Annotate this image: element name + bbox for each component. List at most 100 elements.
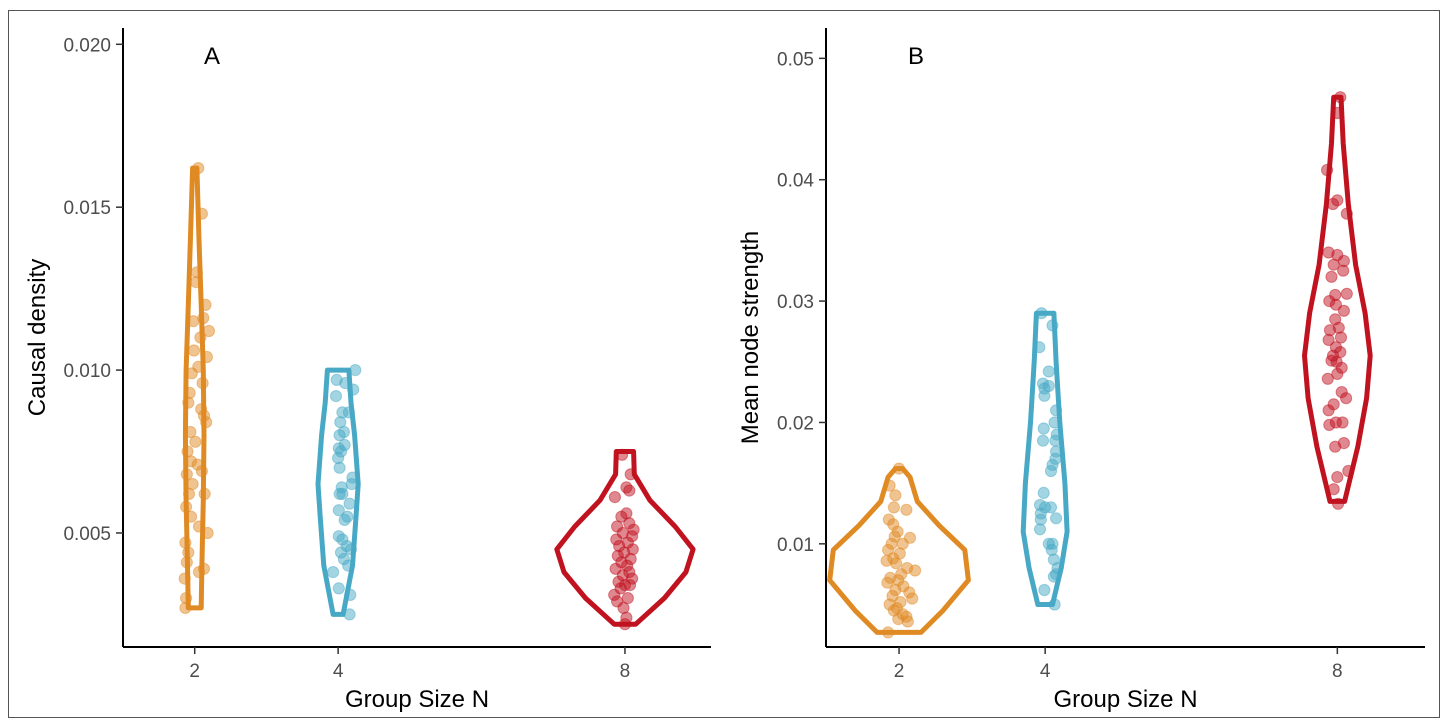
data-point	[196, 377, 209, 390]
data-point	[1038, 583, 1051, 597]
x-tick-label: 8	[1332, 661, 1343, 682]
violin-n8	[1302, 94, 1373, 504]
data-point	[332, 582, 345, 595]
data-point	[189, 435, 202, 448]
data-point	[900, 503, 913, 516]
data-point	[1048, 416, 1061, 429]
data-point	[889, 489, 902, 502]
data-point	[185, 510, 198, 523]
data-point	[1337, 264, 1350, 277]
data-point	[1035, 307, 1048, 320]
data-point	[1048, 598, 1061, 611]
data-point	[199, 298, 212, 311]
x-tick-label: 2	[894, 661, 905, 682]
y-tick-label: 0.015	[63, 198, 111, 219]
data-point	[1047, 570, 1061, 583]
data-point	[882, 626, 895, 639]
data-point	[336, 487, 349, 500]
data-point	[180, 468, 193, 481]
data-point	[1340, 207, 1353, 220]
data-point	[1033, 523, 1047, 536]
data-point	[883, 479, 896, 492]
data-point	[201, 526, 214, 540]
data-point	[1323, 418, 1336, 431]
data-point	[1038, 389, 1051, 402]
data-point	[338, 513, 351, 527]
violin-n8	[554, 449, 696, 627]
data-point	[621, 592, 634, 605]
data-point	[1327, 483, 1340, 496]
data-point	[198, 487, 211, 500]
data-point	[202, 324, 216, 338]
data-point	[342, 406, 355, 419]
y-tick-label: 0.01	[777, 535, 814, 556]
figure-frame	[8, 10, 1440, 718]
data-point	[1050, 404, 1063, 417]
data-point	[333, 429, 346, 442]
data-point	[1044, 501, 1058, 514]
y-axis-title: Causal density	[24, 259, 51, 416]
data-point	[887, 501, 901, 514]
data-point	[1037, 486, 1050, 499]
data-point	[192, 566, 206, 579]
x-tick-label: 2	[189, 661, 200, 682]
x-tick-label: 8	[620, 661, 631, 682]
data-point	[1321, 163, 1334, 177]
data-point	[1049, 434, 1062, 447]
data-point	[624, 468, 637, 481]
data-point	[342, 559, 355, 572]
data-point	[1326, 197, 1340, 211]
y-tick-label: 0.010	[63, 361, 111, 382]
data-point	[881, 576, 894, 589]
data-point	[347, 383, 360, 396]
y-axis-title: Mean node strength	[737, 231, 764, 444]
x-tick-label: 4	[333, 661, 344, 682]
x-axis-title: Group Size N	[1053, 686, 1197, 713]
data-point	[901, 615, 914, 628]
data-point	[185, 367, 198, 380]
data-point	[1033, 341, 1046, 354]
data-point	[329, 390, 343, 403]
data-point	[909, 564, 922, 577]
data-point	[333, 461, 346, 474]
y-tick-label: 0.005	[63, 524, 111, 545]
data-point	[327, 566, 340, 579]
data-point	[616, 448, 629, 461]
data-point	[1322, 333, 1335, 346]
data-point	[1340, 287, 1353, 300]
data-point	[182, 396, 195, 409]
data-point	[1340, 392, 1353, 405]
data-point	[618, 618, 632, 631]
data-point	[180, 500, 193, 513]
data-point	[192, 520, 206, 533]
data-point	[184, 425, 197, 439]
violin-n4	[315, 367, 361, 617]
x-axis-title: Group Size N	[345, 686, 489, 713]
data-point	[1332, 497, 1345, 510]
data-point	[195, 465, 208, 478]
data-point	[343, 497, 356, 510]
data-point	[344, 588, 357, 602]
data-point	[623, 484, 636, 497]
data-point	[195, 207, 208, 220]
data-point	[1329, 440, 1342, 453]
data-point	[187, 344, 201, 357]
data-point	[1329, 298, 1343, 311]
y-tick-label: 0.020	[63, 35, 111, 56]
y-tick-label: 0.03	[777, 292, 814, 313]
data-point	[906, 592, 919, 605]
data-point	[608, 491, 622, 504]
data-point	[1325, 270, 1338, 283]
y-tick-label: 0.02	[777, 413, 814, 434]
data-point	[192, 162, 205, 175]
data-point	[892, 462, 906, 475]
data-point	[1331, 367, 1344, 380]
data-point	[615, 510, 628, 523]
data-point	[197, 311, 210, 325]
data-point	[1046, 319, 1059, 332]
data-point	[190, 276, 203, 289]
data-point	[1337, 304, 1351, 317]
data-point	[332, 504, 345, 517]
data-point	[1037, 422, 1050, 435]
data-point	[349, 364, 362, 377]
